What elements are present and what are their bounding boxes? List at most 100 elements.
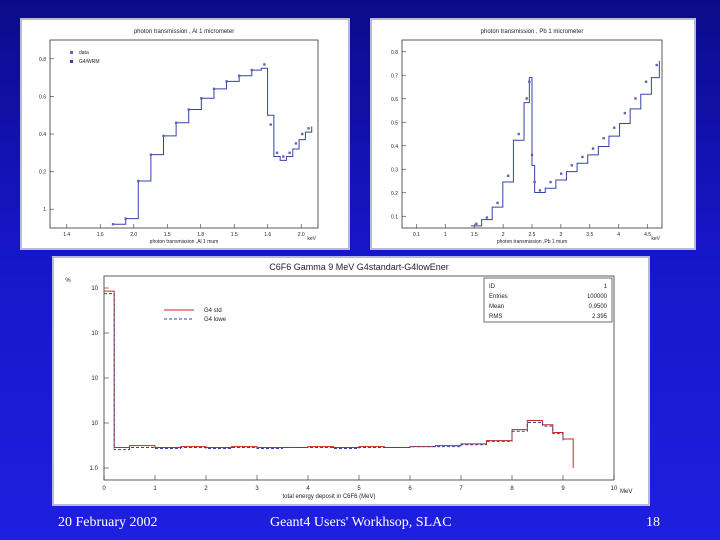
y-tick-label: 1.0	[90, 466, 99, 472]
data-point	[570, 164, 573, 167]
data-point	[269, 123, 272, 126]
data-point	[634, 97, 637, 100]
x-units-label: keV	[651, 236, 660, 242]
data-point	[212, 87, 216, 91]
stats-value: 1	[604, 284, 608, 290]
y-tick-label: 0.2	[391, 191, 398, 197]
x-tick-label: 1	[153, 486, 157, 492]
y-tick-label: 10	[91, 286, 98, 292]
x-tick-label: 1.6	[264, 232, 271, 238]
legend-label: data	[79, 50, 89, 56]
chart-title: photon transmission , Pb 1 micrometer	[481, 29, 584, 35]
stats-value: 2.395	[592, 314, 608, 320]
data-point	[307, 127, 310, 130]
x-tick-label: 8	[510, 486, 514, 492]
plot-frame	[49, 39, 319, 229]
legend-label: G4/WRM	[79, 59, 100, 65]
data-point	[149, 153, 153, 156]
x-axis-label: photon transmission ,Pb 1 mum	[497, 239, 567, 245]
data-point	[623, 111, 627, 115]
x-tick-label: 1.5	[471, 232, 478, 238]
x-tick-label: 1.5	[164, 232, 171, 238]
data-point	[137, 179, 140, 183]
x-tick-label: 4	[617, 232, 620, 238]
x-units-label: MeV	[620, 489, 632, 495]
x-tick-label: 1.5	[231, 232, 238, 238]
footer-title: Geant4 Users' Workhsop, SLAC	[270, 515, 452, 530]
data-point	[496, 201, 499, 205]
y-tick-label: 10	[91, 331, 98, 337]
data-point	[530, 153, 534, 157]
data-point	[263, 63, 266, 66]
y-tick-label: 0.3	[391, 167, 398, 173]
x-tick-label: 10	[611, 486, 618, 492]
y-tick-label: 0.8	[391, 50, 398, 56]
x-tick-label: 7	[459, 486, 463, 492]
x-tick-label: 1.4	[63, 232, 70, 238]
y-tick-label: 0.8	[39, 57, 46, 63]
g4-lowe-line	[104, 293, 564, 451]
pb-transmission-chart: photon transmission , Pb 1 micrometer 0.1…	[391, 29, 663, 245]
legend-label: G4 lowe	[204, 317, 227, 323]
x-tick-label: 4.5	[644, 232, 651, 238]
data-point	[475, 222, 478, 226]
data-point	[644, 80, 648, 83]
stats-label: Entries	[489, 294, 508, 300]
data-point	[288, 151, 291, 154]
stats-value: 0.9500	[589, 304, 608, 310]
data-point	[525, 97, 528, 100]
x-tick-label: 4	[306, 486, 310, 492]
simulation-step-line	[113, 67, 313, 225]
data-point	[613, 126, 616, 129]
stats-label: RMS	[489, 314, 502, 320]
x-axis-label: total energy deposit in C6F6 (MeV)	[282, 494, 375, 500]
data-point	[294, 142, 298, 145]
data-point	[282, 155, 285, 158]
y-tick-label: 10	[91, 421, 98, 427]
data-point	[655, 63, 658, 67]
x-tick-label: 3	[559, 232, 562, 238]
x-tick-label: 0.1	[413, 232, 420, 238]
y-tick-label: 0.5	[391, 120, 398, 126]
data-point	[124, 217, 127, 220]
x-units-label: keV	[307, 236, 316, 242]
data-point	[538, 189, 542, 192]
data-point	[187, 108, 190, 111]
data-point	[533, 180, 536, 184]
y-tick-label: 0.4	[391, 144, 398, 150]
x-tick-label: 1	[444, 232, 447, 238]
data-point	[591, 147, 595, 150]
x-tick-label: 2.5	[529, 232, 536, 238]
data-point	[174, 121, 178, 124]
data-point	[528, 80, 531, 83]
data-point	[275, 151, 279, 154]
y-tick-label: 0.1	[391, 214, 398, 220]
x-tick-label: 9	[561, 486, 565, 492]
y-tick-label: 10	[91, 376, 98, 382]
data-point	[602, 136, 605, 140]
page-number: 18	[646, 515, 660, 530]
legend-label: G4 std	[204, 308, 222, 314]
chart-title: photon transmission , Al 1 micrometer	[134, 29, 234, 35]
data-point	[559, 172, 563, 175]
x-tick-label: 5	[357, 486, 361, 492]
al-transmission-chart: photon transmission , Al 1 micrometer 1.4…	[39, 29, 319, 245]
data-point	[517, 132, 520, 136]
data-point	[162, 134, 165, 138]
stats-box	[483, 277, 613, 323]
x-axis-label: photon transmission ,Al 1 mum	[150, 239, 219, 245]
data-point	[485, 216, 489, 219]
x-tick-label: 6	[408, 486, 412, 492]
data-point	[549, 180, 552, 184]
stats-label: Mean	[489, 304, 504, 310]
data-point	[237, 74, 241, 77]
x-tick-label: 3.5	[586, 232, 593, 238]
data-point	[200, 97, 203, 100]
pb-transmission-panel: photon transmission , Pb 1 micrometer 0.1…	[370, 18, 696, 250]
x-tick-label: 2.0	[130, 232, 137, 238]
simulation-step-line	[470, 60, 660, 227]
al-transmission-panel: photon transmission , Al 1 micrometer 1.4…	[20, 18, 350, 250]
stats-value: 100000	[587, 294, 608, 300]
stats-label: ID	[489, 284, 496, 290]
x-tick-label: 1.6	[97, 232, 104, 238]
